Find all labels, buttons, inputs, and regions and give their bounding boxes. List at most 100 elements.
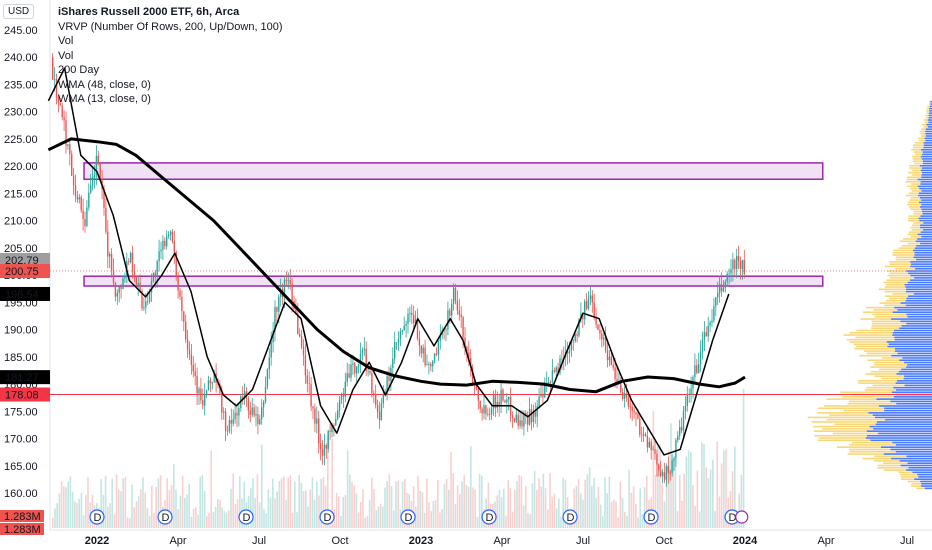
- volume-profile-up-bar: [907, 364, 932, 366]
- indicator-vol-1[interactable]: Vol: [58, 35, 74, 47]
- volume-bar: [731, 471, 734, 528]
- volume-bar: [608, 476, 611, 528]
- y-tick-label: 190.00: [4, 325, 38, 337]
- candle-body: [316, 418, 318, 424]
- volume-bar: [619, 481, 622, 528]
- volume-profile-down-bar: [923, 119, 928, 121]
- volume-profile-up-bar: [906, 366, 932, 368]
- volume-bar: [269, 498, 272, 528]
- candle-body: [534, 412, 536, 417]
- candle-body: [192, 364, 194, 372]
- candle-body: [743, 259, 745, 274]
- volume-profile-up-bar: [928, 116, 932, 119]
- candle-body: [620, 382, 622, 393]
- volume-profile-up-bar: [901, 368, 932, 371]
- candle-body: [183, 311, 185, 322]
- volume-profile-up-bar: [905, 304, 932, 307]
- volume-profile-down-bar: [856, 329, 894, 332]
- candle-body: [578, 319, 580, 336]
- candle-body: [517, 414, 519, 426]
- volume-profile-up-bar: [921, 176, 932, 179]
- symbol-title[interactable]: iShares Russell 2000 ETF, 6h, Arca: [58, 6, 240, 18]
- candle-body: [454, 287, 457, 301]
- candle-body: [498, 402, 500, 406]
- volume-profile-up-bar: [921, 174, 932, 176]
- dividend-marker-label: D: [324, 512, 332, 524]
- candle-body: [646, 436, 649, 448]
- volume-profile-down-bar: [851, 441, 893, 444]
- wma-13-line: [47, 67, 730, 456]
- candle-body: [411, 312, 413, 315]
- volume-profile-up-bar: [893, 396, 932, 398]
- volume-bar: [679, 474, 681, 528]
- candle-body: [375, 394, 377, 406]
- volume-bar: [632, 486, 635, 528]
- volume-profile-up-bar: [884, 409, 932, 412]
- volume-bar: [399, 509, 402, 528]
- volume-profile-down-bar: [874, 455, 907, 458]
- volume-profile-up-bar: [922, 213, 932, 215]
- candle-body: [633, 410, 635, 413]
- candle-body: [329, 430, 331, 432]
- candle-body: [530, 408, 533, 423]
- volume-profile-up-bar: [920, 480, 932, 483]
- volume-profile-up-bar: [878, 405, 932, 407]
- indicator-200-day[interactable]: 200 Day: [58, 64, 99, 76]
- candle-body: [709, 322, 711, 326]
- volume-profile-down-bar: [859, 354, 892, 357]
- dividend-marker-label: D: [243, 512, 251, 524]
- candle-body: [660, 470, 662, 477]
- y-tick-label: 225.00: [4, 134, 38, 146]
- candle-body: [711, 320, 713, 323]
- candle-body: [399, 331, 402, 339]
- y-tick-label: 240.00: [4, 52, 38, 64]
- candle-body: [84, 219, 86, 227]
- dividend-marker-label: D: [567, 512, 575, 524]
- volume-profile-up-bar: [920, 169, 932, 172]
- currency-label[interactable]: USD: [3, 4, 35, 19]
- indicator-wma-48[interactable]: WMA (48, close, 0): [58, 78, 151, 91]
- candle-body: [485, 405, 487, 415]
- candle-body: [673, 458, 675, 461]
- candle-body: [295, 308, 297, 314]
- volume-bars: [52, 388, 745, 528]
- volume-bar: [54, 508, 56, 528]
- volume-profile-up-bar: [913, 256, 932, 259]
- volume-bar: [100, 479, 102, 528]
- volume-profile-down-bar: [818, 437, 866, 439]
- volume-bar: [456, 485, 459, 528]
- volume-bar: [467, 486, 470, 528]
- volume-profile-up-bar: [914, 251, 932, 254]
- candle-body: [338, 400, 341, 411]
- candle-body: [663, 472, 666, 480]
- candle-body: [475, 385, 478, 389]
- volume-profile-down-bar: [884, 304, 906, 307]
- volume-profile-down-bar: [826, 418, 886, 421]
- volume-bar: [80, 492, 83, 528]
- volume-bar: [243, 481, 245, 528]
- indicator-wma-13[interactable]: WMA (13, close, 0): [58, 93, 151, 105]
- volume-bar: [179, 495, 182, 528]
- candle-body: [327, 430, 329, 449]
- volume-profile-up-bar: [925, 130, 932, 133]
- candle-body: [369, 370, 371, 374]
- indicator-vol-2[interactable]: Vol: [58, 49, 74, 62]
- volume-bar: [208, 513, 210, 528]
- volume-bar: [604, 477, 606, 528]
- volume-bar: [577, 479, 580, 528]
- volume-profile-up-bar: [910, 265, 932, 268]
- volume-bar: [263, 508, 265, 528]
- volume-bar: [390, 485, 393, 528]
- volume-profile-down-bar: [832, 432, 879, 435]
- volume-profile-down-bar: [829, 414, 873, 416]
- indicator-vrvp[interactable]: VRVP (Number Of Rows, 200, Up/Down, 100): [58, 20, 283, 33]
- candle-body: [378, 411, 381, 421]
- volume-bar: [115, 474, 118, 528]
- candle-body: [86, 207, 88, 227]
- volume-profile-down-bar: [843, 409, 885, 412]
- volume-bar: [514, 489, 516, 528]
- volume-profile-down-bar: [926, 107, 929, 110]
- candle-body: [110, 253, 113, 271]
- dividend-marker: [89, 509, 105, 525]
